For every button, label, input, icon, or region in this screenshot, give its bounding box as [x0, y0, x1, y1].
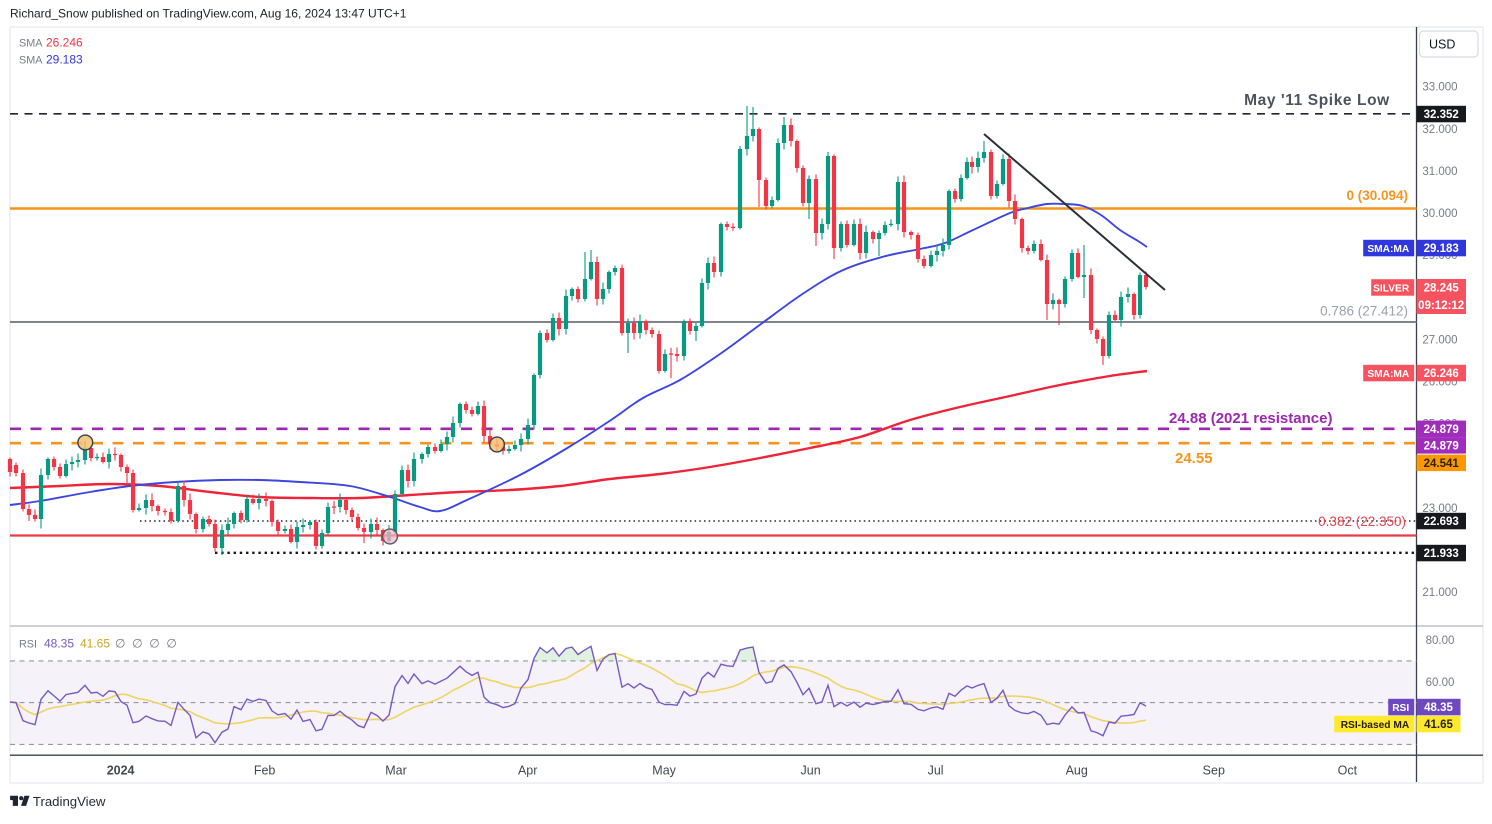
svg-text:∅ ∅ ∅ ∅: ∅ ∅ ∅ ∅: [115, 637, 177, 651]
svg-text:SMA:MA: SMA:MA: [1367, 244, 1410, 255]
svg-text:28.245: 28.245: [1424, 283, 1460, 295]
svg-text:SILVER: SILVER: [1373, 283, 1410, 294]
svg-text:May '11 Spike Low: May '11 Spike Low: [1244, 92, 1390, 109]
svg-text:41.65: 41.65: [1424, 719, 1453, 731]
svg-text:24.55: 24.55: [1175, 450, 1213, 467]
svg-text:Mar: Mar: [385, 764, 407, 778]
svg-text:SMA:MA: SMA:MA: [1367, 369, 1410, 380]
svg-text:RSI: RSI: [1392, 703, 1409, 714]
svg-text:60.00: 60.00: [1426, 677, 1455, 689]
svg-text:May: May: [652, 764, 676, 778]
svg-text:RSI: RSI: [19, 639, 37, 651]
svg-text:0 (30.094): 0 (30.094): [1346, 188, 1408, 203]
svg-text:48.35: 48.35: [44, 637, 74, 651]
svg-text:21.933: 21.933: [1424, 548, 1459, 560]
svg-text:41.65: 41.65: [80, 637, 110, 651]
svg-text:31.000: 31.000: [1422, 166, 1457, 178]
svg-text:29.183: 29.183: [46, 53, 83, 67]
svg-text:Jul: Jul: [928, 764, 944, 778]
svg-text:26.246: 26.246: [1424, 368, 1459, 380]
svg-text:32.352: 32.352: [1424, 109, 1459, 121]
svg-text:27.000: 27.000: [1422, 334, 1457, 346]
svg-text:33.000: 33.000: [1422, 82, 1457, 94]
svg-text:48.35: 48.35: [1424, 702, 1453, 714]
svg-text:0.786 (27.412): 0.786 (27.412): [1320, 304, 1408, 319]
svg-text:24.88 (2021 resistance): 24.88 (2021 resistance): [1169, 410, 1332, 427]
svg-text:USD: USD: [1429, 37, 1455, 51]
svg-text:Jun: Jun: [801, 764, 821, 778]
svg-text:0.382 (22.350): 0.382 (22.350): [1318, 514, 1406, 529]
svg-text:TradingView: TradingView: [33, 794, 106, 809]
svg-text:24.879: 24.879: [1424, 440, 1459, 452]
svg-text:24.879: 24.879: [1424, 424, 1459, 436]
svg-text:80.00: 80.00: [1426, 635, 1455, 647]
svg-text:Aug: Aug: [1066, 764, 1088, 778]
svg-text:Apr: Apr: [518, 764, 537, 778]
svg-text:Richard_Snow published on Trad: Richard_Snow published on TradingView.co…: [10, 7, 407, 21]
svg-text:Oct: Oct: [1338, 764, 1358, 778]
svg-text:Feb: Feb: [254, 764, 276, 778]
svg-text:32.000: 32.000: [1422, 124, 1457, 136]
svg-text:Sep: Sep: [1203, 764, 1225, 778]
svg-text:SMA: SMA: [19, 55, 43, 67]
svg-text:22.693: 22.693: [1424, 516, 1459, 528]
svg-text:24.541: 24.541: [1424, 458, 1460, 470]
svg-text:29.183: 29.183: [1424, 243, 1459, 255]
svg-text:SMA: SMA: [19, 38, 43, 50]
svg-text:26.246: 26.246: [46, 36, 83, 50]
svg-text:21.000: 21.000: [1422, 587, 1457, 599]
svg-text:09:12:12: 09:12:12: [1418, 300, 1464, 312]
svg-text:23.000: 23.000: [1422, 503, 1457, 515]
svg-text:2024: 2024: [107, 764, 135, 778]
svg-text:30.000: 30.000: [1422, 208, 1457, 220]
svg-text:RSI-based MA: RSI-based MA: [1341, 720, 1410, 731]
